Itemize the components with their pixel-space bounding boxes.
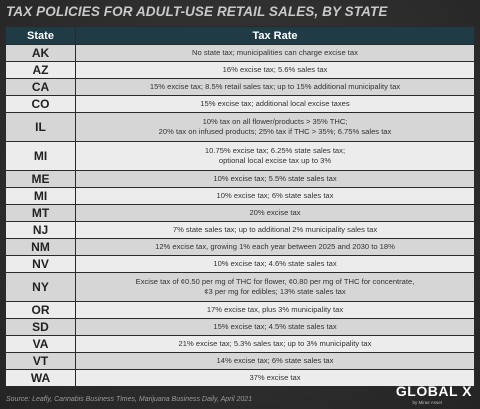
tax-rate-line: 7% state sales tax; up to additional 2% … bbox=[172, 225, 378, 234]
state-cell: IL bbox=[5, 112, 76, 142]
table-row: NV 10% excise tax; 4.6% state sales tax bbox=[5, 255, 475, 273]
table-row: WA 37% excise tax bbox=[5, 369, 475, 387]
state-cell: AZ bbox=[5, 61, 76, 79]
tax-rate-line: Excise tax of ¢0.50 per mg of THC for fl… bbox=[135, 277, 415, 286]
logo: GLOBAL X bbox=[395, 383, 472, 399]
tax-rate-line: 15% excise tax; additional local excise … bbox=[200, 99, 350, 108]
tax-rate-cell: 21% excise tax; 5.3% sales tax; up to 3%… bbox=[75, 335, 475, 353]
tax-rate-cell: 17% excise tax, plus 3% municipality tax bbox=[75, 301, 475, 319]
logo-subtitle: by Mirae Asset bbox=[412, 400, 442, 405]
state-cell: CO bbox=[5, 95, 76, 113]
tax-rate-line: ¢3 per mg for edibles; 13% state sales t… bbox=[204, 287, 346, 296]
tax-rate-line: 15% excise tax; 4.5% state sales tax bbox=[213, 322, 337, 331]
tax-rate-cell: 15% excise tax; 8.5% retail sales tax; u… bbox=[75, 78, 475, 96]
title: TAX POLICIES FOR ADULT-USE RETAIL SALES,… bbox=[6, 4, 388, 19]
tax-rate-line: 12% excise tax, growing 1% each year bet… bbox=[155, 242, 395, 251]
state-cell: VA bbox=[5, 335, 76, 353]
state-cell: MI bbox=[5, 187, 76, 205]
tax-rate-line: 17% excise tax, plus 3% municipality tax bbox=[206, 305, 344, 314]
table-row: AK No state tax; municipalities can charg… bbox=[5, 44, 475, 62]
tax-rate-cell: 37% excise tax bbox=[75, 369, 475, 387]
tax-rate-cell: 20% excise tax bbox=[75, 204, 475, 222]
tax-rate-line: 20% tax on infused products; 25% tax if … bbox=[158, 127, 392, 136]
table-row: CA 15% excise tax; 8.5% retail sales tax;… bbox=[5, 78, 475, 96]
table-row: MI 10.75% excise tax; 6.25% state sales t… bbox=[5, 141, 475, 171]
table-row: ME 10% excise tax; 5.5% state sales tax bbox=[5, 170, 475, 188]
table-row: NY Excise tax of ¢0.50 per mg of THC for … bbox=[5, 272, 475, 302]
tax-rate-cell: 15% excise tax; additional local excise … bbox=[75, 95, 475, 113]
table-row: IL 10% tax on all flower/products > 35% T… bbox=[5, 112, 475, 142]
state-cell: NV bbox=[5, 255, 76, 273]
tax-rate-line: 15% excise tax; 8.5% retail sales tax; u… bbox=[149, 82, 401, 91]
state-cell: CA bbox=[5, 78, 76, 96]
table-row: CO 15% excise tax; additional local excis… bbox=[5, 95, 475, 113]
tax-rate-cell: 10% excise tax; 4.6% state sales tax bbox=[75, 255, 475, 273]
state-cell: ME bbox=[5, 170, 76, 188]
table-row: AZ 16% excise tax; 5.6% sales tax bbox=[5, 61, 475, 79]
tax-rate-line: 10% excise tax; 5.5% state sales tax bbox=[213, 174, 337, 183]
table-row: NJ 7% state sales tax; up to additional 2… bbox=[5, 221, 475, 239]
tax-rate-line: 10% excise tax; 4.6% state sales tax bbox=[213, 259, 337, 268]
tax-rate-line: 16% excise tax; 5.6% sales tax bbox=[222, 65, 328, 74]
tax-rate-cell: 15% excise tax; 4.5% state sales tax bbox=[75, 318, 475, 336]
tax-rate-line: 14% excise tax; 6% state sales tax bbox=[216, 356, 334, 365]
tax-rate-cell: 12% excise tax, growing 1% each year bet… bbox=[75, 238, 475, 256]
state-cell: WA bbox=[5, 369, 76, 387]
state-cell: SD bbox=[5, 318, 76, 336]
tax-rate-cell: 10% excise tax; 5.5% state sales tax bbox=[75, 170, 475, 188]
tax-rate-line: 10.75% excise tax; 6.25% state sales tax… bbox=[204, 146, 346, 155]
state-cell: MI bbox=[5, 141, 76, 171]
tax-rate-cell: 16% excise tax; 5.6% sales tax bbox=[75, 61, 475, 79]
table-row: OR 17% excise tax, plus 3% municipality t… bbox=[5, 301, 475, 319]
table-body: AK No state tax; municipalities can charg… bbox=[5, 44, 475, 387]
table-row: NM 12% excise tax, growing 1% each year b… bbox=[5, 238, 475, 256]
tax-rate-cell: 10% excise tax; 6% state sales tax bbox=[75, 187, 475, 205]
table-row: VT 14% excise tax; 6% state sales tax bbox=[5, 352, 475, 370]
table-row: SD 15% excise tax; 4.5% state sales tax bbox=[5, 318, 475, 336]
tax-rate-cell: 10.75% excise tax; 6.25% state sales tax… bbox=[75, 141, 475, 171]
tax-rate-line: 37% excise tax bbox=[249, 373, 301, 382]
tax-table: State Tax Rate AK No state tax; municipal… bbox=[5, 26, 475, 387]
tax-rate-line: 20% excise tax bbox=[249, 208, 301, 217]
tax-rate-line: No state tax; municipalities can charge … bbox=[192, 48, 358, 57]
column-header: Tax Rate bbox=[75, 26, 475, 45]
state-cell: VT bbox=[5, 352, 76, 370]
state-cell: MT bbox=[5, 204, 76, 222]
tax-rate-cell: Excise tax of ¢0.50 per mg of THC for fl… bbox=[75, 272, 475, 302]
table-row: MI 10% excise tax; 6% state sales tax bbox=[5, 187, 475, 205]
table-row: VA 21% excise tax; 5.3% sales tax; up to … bbox=[5, 335, 475, 353]
source-note: Source: Leafly, Cannabis Business Times,… bbox=[6, 396, 253, 403]
tax-rate-cell: 7% state sales tax; up to additional 2% … bbox=[75, 221, 475, 239]
tax-rate-cell: 10% tax on all flower/products > 35% THC… bbox=[75, 112, 475, 142]
header-row: State Tax Rate bbox=[5, 26, 475, 45]
tax-rate-line: optional local excise tax up to 3% bbox=[218, 156, 332, 165]
state-cell: NY bbox=[5, 272, 76, 302]
state-cell: AK bbox=[5, 44, 76, 62]
table-row: MT 20% excise tax bbox=[5, 204, 475, 222]
tax-rate-cell: 14% excise tax; 6% state sales tax bbox=[75, 352, 475, 370]
tax-rate-cell: No state tax; municipalities can charge … bbox=[75, 44, 475, 62]
state-cell: NJ bbox=[5, 221, 76, 239]
column-header: State bbox=[5, 26, 76, 45]
state-cell: OR bbox=[5, 301, 76, 319]
tax-rate-line: 10% excise tax; 6% state sales tax bbox=[216, 191, 334, 200]
state-cell: NM bbox=[5, 238, 76, 256]
tax-rate-line: 10% tax on all flower/products > 35% THC… bbox=[202, 117, 348, 126]
tax-rate-line: 21% excise tax; 5.3% sales tax; up to 3%… bbox=[178, 339, 372, 348]
